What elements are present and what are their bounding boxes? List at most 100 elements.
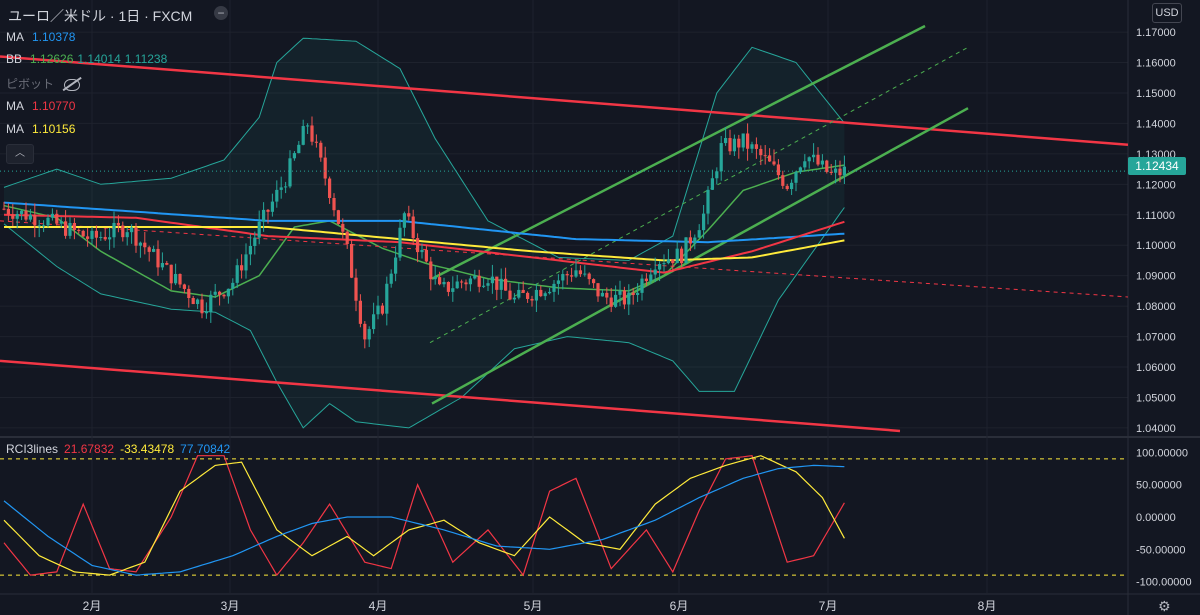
indicator-ma-red[interactable]: MA 1.10770	[6, 99, 79, 113]
candle-body	[552, 283, 556, 292]
candle-body	[257, 221, 261, 238]
candle-body	[724, 138, 728, 144]
collapse-legend-button[interactable]: −	[214, 6, 228, 20]
candle-body	[728, 138, 732, 152]
candle-body	[530, 298, 534, 301]
candle-body	[380, 305, 384, 314]
rci-tick-label: 0.00000	[1136, 512, 1176, 524]
indicator-value: 1.10770	[32, 99, 76, 113]
rci-series-line	[3, 455, 845, 576]
candle-body	[33, 214, 37, 226]
indicator-value: 1.11238	[124, 52, 168, 66]
bollinger-band	[3, 37, 845, 429]
candle-body	[794, 172, 798, 183]
indicator-ma-yellow[interactable]: MA 1.10156	[6, 122, 79, 136]
candle-body	[319, 142, 323, 158]
candle-body	[781, 175, 785, 186]
candle-body	[288, 158, 292, 187]
candle-body	[486, 283, 490, 286]
candle-body	[618, 290, 622, 295]
candle-body	[464, 282, 468, 285]
candle-body	[688, 237, 692, 244]
candle-body	[182, 284, 186, 289]
indicator-ma-blue[interactable]: MA 1.10378	[6, 30, 79, 44]
rci-legend[interactable]: RCI3lines 21.67832 -33.43478 77.70842	[6, 442, 236, 456]
candle-body	[658, 264, 662, 270]
candle-body	[279, 187, 283, 190]
candle-body	[222, 294, 226, 297]
candle-body	[24, 210, 28, 220]
candle-body	[297, 144, 301, 154]
candle-body	[81, 230, 85, 237]
candle-body	[385, 283, 389, 314]
candle-body	[433, 277, 437, 280]
candle-body	[790, 182, 794, 190]
candle-body	[455, 281, 459, 289]
bb-middle	[3, 164, 845, 298]
collapse-indicators-button[interactable]: ︿	[6, 144, 34, 164]
candle-body	[226, 288, 230, 297]
symbol-title[interactable]: ユーロ／米ドル · 1日 · FXCM	[8, 8, 193, 24]
candle-body	[482, 285, 486, 287]
candle-body	[776, 164, 780, 176]
price-tick-label: 1.04000	[1136, 423, 1176, 435]
candle-body	[94, 230, 98, 238]
price-tick-label: 1.17000	[1136, 27, 1176, 39]
trend-lines[interactable]	[0, 24, 1129, 433]
rci-value-short: 21.67832	[64, 442, 115, 456]
candle-body	[666, 259, 670, 264]
candle-body	[636, 292, 640, 296]
candle-body	[55, 213, 59, 224]
current-price-tag: 1.12434	[1128, 157, 1186, 175]
candle-body	[143, 242, 147, 248]
indicator-pivot[interactable]: ピボット	[6, 75, 84, 92]
candle-body	[495, 276, 499, 290]
time-tick-label: 3月	[221, 599, 240, 613]
candle-body	[649, 274, 653, 282]
candle-body	[671, 259, 675, 264]
candle-body	[622, 290, 626, 305]
candle-body	[772, 161, 776, 165]
candle-body	[200, 299, 204, 314]
candle-body	[363, 323, 367, 340]
candle-body	[204, 311, 208, 314]
candle-body	[231, 282, 235, 289]
candle-body	[2, 208, 6, 210]
candle-body	[314, 141, 318, 143]
candle-body	[570, 275, 574, 277]
candle-body	[587, 273, 591, 280]
candle-body	[697, 230, 701, 238]
candle-body	[614, 294, 618, 307]
candle-body	[266, 209, 270, 212]
candle-body	[539, 289, 543, 297]
moving-average-line	[3, 213, 845, 274]
candle-body	[310, 125, 314, 142]
rci-series-line	[3, 455, 845, 577]
candle-body	[6, 208, 10, 215]
candle-body	[376, 305, 380, 315]
candle-body	[473, 275, 477, 279]
indicator-bb[interactable]: BB 1.12626 1.14014 1.11238	[6, 52, 171, 66]
candle-body	[270, 201, 274, 212]
candle-body	[130, 227, 134, 233]
candle-body	[662, 263, 666, 265]
candle-body	[706, 189, 710, 214]
candle-body	[68, 222, 72, 236]
candle-body	[609, 297, 613, 307]
candle-body	[768, 155, 772, 162]
trend-line	[429, 46, 969, 344]
currency-label[interactable]: USD	[1152, 3, 1182, 23]
candle-body	[442, 281, 446, 285]
candle-body	[20, 210, 24, 214]
candle-body	[429, 261, 433, 280]
candle-body	[341, 223, 345, 232]
eye-hidden-icon[interactable]	[64, 78, 81, 91]
candle-body	[574, 270, 578, 277]
candle-body	[438, 277, 442, 285]
rci-name: RCI3lines	[6, 442, 59, 456]
candle-body	[732, 138, 736, 152]
gear-icon[interactable]: ⚙	[1158, 598, 1171, 614]
candle-body	[446, 281, 450, 292]
candles	[0, 116, 1128, 349]
